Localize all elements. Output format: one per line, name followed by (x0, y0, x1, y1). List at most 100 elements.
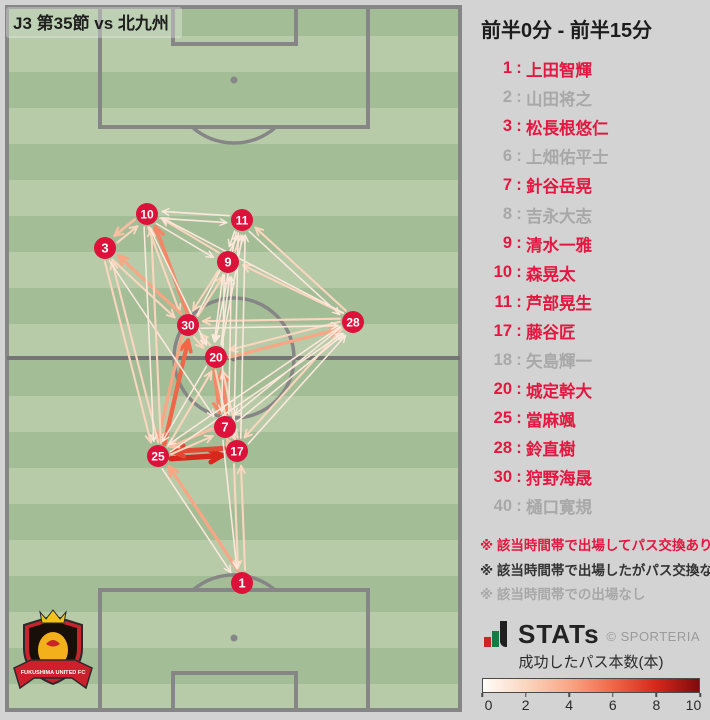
player-node-number: 20 (209, 351, 223, 365)
pass-arrow (161, 365, 208, 443)
pass-arrow (161, 467, 232, 574)
player-node[interactable]: 1 (231, 572, 253, 594)
player-row: 10: 森晃太 (480, 258, 706, 287)
player-node-number: 7 (221, 420, 228, 435)
player-node[interactable]: 20 (205, 346, 227, 368)
player-row: 25: 當麻颯 (480, 404, 706, 433)
pass-arrow (116, 225, 139, 244)
player-name: 鈴直樹 (526, 441, 576, 460)
pitch: J3 第35節 vs 北九州 1 3 7 9 10 11 17 20 25 28 30 FUKUSH… (5, 5, 462, 712)
player-colon: : (516, 409, 522, 428)
pass-arrow (162, 338, 193, 447)
player-node-number: 25 (151, 450, 165, 464)
player-name: 針谷岳晃 (526, 178, 592, 197)
player-node[interactable]: 28 (342, 311, 364, 333)
player-node[interactable]: 30 (177, 314, 199, 336)
pitch-markings (5, 5, 462, 712)
player-row: 20: 城定幹大 (480, 375, 706, 404)
pass-arrow (227, 276, 236, 415)
side-panel: 前半0分 - 前半15分 1: 上田智輝 2: 山田将之 3: 松長根悠仁 6: 上畑佑平士 7… (470, 0, 710, 720)
player-row: 9: 清水一雅 (480, 229, 706, 258)
pass-arrow (161, 217, 344, 314)
player-row: 17: 藤谷匠 (480, 317, 706, 346)
player-row: 18: 矢島輝一 (480, 346, 706, 375)
player-number: 25 (493, 409, 512, 428)
match-title: J3 第35節 vs 北九州 (6, 7, 182, 38)
player-colon: : (516, 496, 522, 515)
pass-arrow (240, 234, 249, 439)
crest-lion (38, 632, 68, 668)
player-name: 清水一雅 (526, 236, 592, 255)
player-node[interactable]: 7 (214, 416, 236, 438)
player-number: 9 (502, 234, 512, 253)
player-name: 樋口寛規 (526, 499, 592, 518)
player-node[interactable]: 9 (217, 251, 239, 273)
player-node[interactable]: 17 (226, 440, 248, 462)
colorbar-tick-label: 2 (521, 697, 530, 713)
match-title-text: J3 第35節 vs 北九州 (13, 13, 169, 33)
legend-note: ※ 該当時間帯で出場したがパス交換なし (480, 562, 710, 578)
player-name: 藤谷匠 (526, 324, 576, 343)
pass-arrow (236, 464, 247, 571)
stats-brand-text: STATs (518, 619, 600, 649)
colorbar-tick-label: 4 (565, 697, 574, 713)
player-name: 吉永大志 (526, 207, 592, 226)
player-colon: : (516, 117, 522, 136)
player-name: 松長根悠仁 (526, 119, 609, 138)
colorbar-tick-label: 0 (484, 697, 493, 713)
colorbar-ticks: 0 2 4 6 8 10 (481, 693, 702, 715)
colorbar-tick-label: 6 (608, 697, 617, 713)
pass-arrow (167, 325, 342, 446)
colorbar-tick-label: 10 (685, 697, 702, 713)
player-row: 40: 樋口寛規 (480, 492, 706, 521)
player-node-number: 9 (224, 255, 231, 270)
pass-arrow (211, 273, 224, 343)
player-name: 矢島輝一 (526, 353, 592, 372)
player-node[interactable]: 11 (231, 209, 253, 231)
pass-arrow (222, 439, 241, 570)
player-node-number: 3 (101, 241, 108, 256)
brand-row: STATs © SPORTERIA (484, 619, 700, 651)
player-name: 芦部晃生 (526, 295, 592, 314)
player-number: 20 (493, 380, 512, 399)
player-name: 森晃太 (526, 265, 576, 284)
player-row: 30: 狩野海晟 (480, 463, 706, 492)
pass-arrow (158, 217, 228, 227)
legend-note: ※ 該当時間帯で出場してパス交換あり (480, 538, 710, 553)
player-name: 城定幹大 (526, 382, 592, 401)
colorbar-tick (699, 693, 701, 697)
player-name: 上田智輝 (526, 61, 592, 80)
player-number: 7 (502, 175, 512, 194)
player-number: 30 (493, 467, 512, 486)
player-node-number: 17 (230, 445, 244, 459)
player-node[interactable]: 3 (94, 237, 116, 259)
pass-arrow (167, 464, 240, 572)
pass-arrow (201, 316, 341, 326)
player-row: 8: 吉永大志 (480, 200, 706, 229)
player-number: 10 (493, 263, 512, 282)
player-row: 1: 上田智輝 (480, 54, 706, 83)
player-number: 6 (502, 146, 512, 165)
colorbar-tick (481, 693, 483, 697)
player-node[interactable]: 10 (136, 203, 158, 225)
player-number: 11 (494, 292, 512, 311)
player-node-number: 28 (346, 316, 360, 330)
legend-notes: ※ 該当時間帯で出場してパス交換あり ※ 該当時間帯で出場したがパス交換なし ※ 該… (480, 534, 710, 608)
player-colon: : (516, 292, 522, 311)
player-node-number: 11 (236, 214, 249, 228)
player-colon: : (516, 205, 522, 224)
club-crest: FUKUSHIMA UNITED FC (13, 609, 93, 690)
crest-text: FUKUSHIMA UNITED FC (21, 670, 86, 676)
player-row: 6: 上畑佑平士 (480, 142, 706, 171)
colorbar-tick (612, 693, 614, 697)
player-node-number: 10 (140, 208, 154, 222)
player-list: 1: 上田智輝 2: 山田将之 3: 松長根悠仁 6: 上畑佑平士 7: 針谷岳晃 8: 吉永大志 9:… (480, 54, 706, 521)
player-number: 8 (502, 205, 512, 224)
player-number: 18 (493, 350, 512, 369)
pass-arrow (166, 370, 213, 448)
colorbar-gradient (482, 678, 700, 693)
player-node[interactable]: 25 (147, 445, 169, 467)
copyright-text: © SPORTERIA (606, 629, 700, 644)
player-row: 3: 松長根悠仁 (480, 112, 706, 141)
pass-arrow (113, 218, 137, 238)
